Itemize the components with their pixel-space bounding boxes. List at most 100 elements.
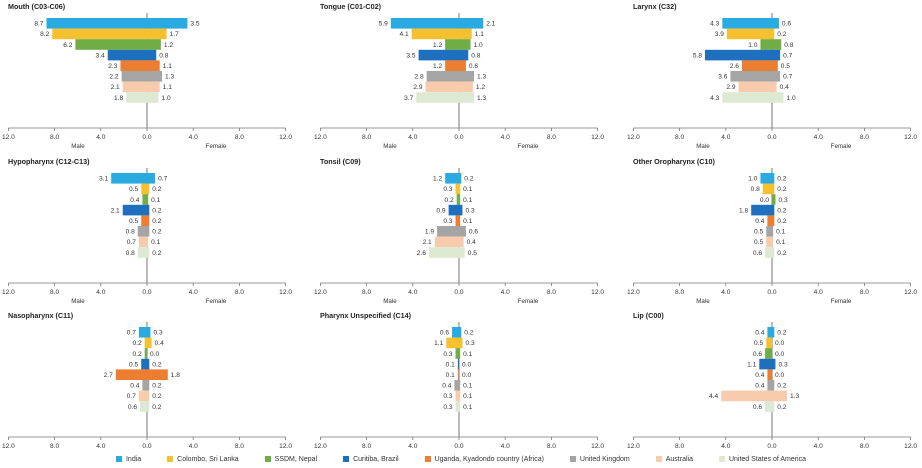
data-label-female: 1.0 [162, 95, 171, 102]
data-label-male: 3.1 [99, 176, 108, 183]
data-label-female: 0.0 [150, 351, 159, 358]
panel-title: Nasopharynx (C11) [8, 311, 74, 320]
x-tick-label: 8.0 [362, 443, 371, 448]
bar-female [772, 39, 782, 50]
data-label-male: 2.1 [111, 207, 120, 214]
legend-swatch [569, 456, 576, 462]
data-label-female: 0.0 [462, 372, 471, 379]
bar-male [142, 380, 147, 391]
bar-female [459, 390, 461, 402]
x-axis-label-male: Male [71, 143, 85, 150]
bar-male [759, 358, 772, 370]
data-label-female: 0.2 [777, 31, 786, 38]
legend-item-australia: Australia [655, 451, 693, 467]
x-tick-label: 8.0 [547, 289, 556, 296]
bar-female [459, 39, 471, 50]
data-label-female: 0.2 [777, 404, 786, 411]
x-tick-label: 8.0 [860, 443, 869, 448]
data-label-male: 1.1 [434, 340, 443, 347]
pyramid-chart-grid: Mouth (C03-C06) 8.7 3.5 8.2 1.7 6.2 1.2 3.4 0.8 2… [2, 2, 917, 448]
x-tick-label: 8.0 [675, 289, 684, 296]
bar-male [418, 49, 459, 61]
bar-male [137, 247, 147, 258]
x-tick-label: 8.0 [235, 443, 244, 448]
x-tick-label: 12.0 [314, 289, 327, 296]
bar-male [138, 390, 147, 402]
bar-male [390, 18, 459, 29]
bar-male [767, 369, 772, 380]
bar-female [459, 380, 461, 391]
data-label-male: 0.4 [130, 197, 139, 204]
x-tick-label: 0.0 [454, 289, 463, 296]
legend-label: Curitiba, Brazil [353, 455, 399, 463]
bar-female [772, 28, 775, 40]
data-label-female: 0.2 [152, 383, 161, 390]
bar-male [122, 204, 147, 216]
legend-swatch [167, 456, 174, 462]
x-tick-label: 4.0 [189, 134, 198, 141]
bar-male [766, 226, 772, 237]
data-label-male: 0.4 [130, 383, 139, 390]
bar-male [455, 348, 459, 359]
bar-male [115, 369, 147, 380]
bar-female [772, 236, 774, 248]
data-label-female: 0.1 [463, 383, 472, 390]
x-tick-label: 4.0 [408, 443, 417, 448]
x-axis-label-female: Female [518, 143, 539, 150]
bar-female [459, 337, 463, 349]
data-label-male: 0.4 [755, 218, 764, 225]
bar-male [434, 236, 459, 248]
data-label-male: 0.6 [753, 250, 762, 257]
data-label-male: 0.8 [751, 186, 760, 193]
bar-female [459, 28, 472, 40]
data-label-female: 0.2 [152, 404, 161, 411]
bar-female [772, 60, 778, 71]
x-tick-label: 4.0 [814, 443, 823, 448]
bar-male [766, 337, 772, 349]
bar-female [459, 204, 463, 216]
data-label-male: 0.6 [128, 404, 137, 411]
x-tick-label: 12.0 [2, 443, 15, 448]
x-tick-label: 4.0 [189, 289, 198, 296]
panel-title: Tonsil (C09) [320, 157, 361, 166]
x-tick-label: 12.0 [627, 289, 640, 296]
data-label-female: 0.0 [775, 340, 784, 347]
bar-female [147, 204, 150, 216]
data-label-male: 0.1 [446, 372, 455, 379]
data-label-female: 0.3 [465, 207, 474, 214]
x-tick-label: 4.0 [408, 134, 417, 141]
bar-male [455, 390, 459, 402]
data-label-female: 0.1 [151, 239, 160, 246]
x-tick-label: 4.0 [96, 289, 105, 296]
bar-male [445, 60, 459, 71]
x-tick-label: 12.0 [279, 289, 292, 296]
data-label-female: 1.3 [477, 95, 486, 102]
data-label-female: 1.7 [170, 31, 179, 38]
legend-item-colombo: Colombo, Sri Lanka [167, 451, 239, 467]
bar-female [147, 401, 150, 412]
data-label-female: 1.0 [474, 42, 483, 49]
data-label-female: 0.8 [159, 52, 168, 59]
data-label-male: 2.2 [109, 74, 118, 81]
bar-male [760, 39, 772, 50]
data-label-female: 0.2 [152, 186, 161, 193]
bar-female [147, 215, 150, 226]
data-label-male: 1.0 [748, 42, 757, 49]
data-label-female: 0.1 [463, 351, 472, 358]
data-label-male: 1.9 [425, 229, 434, 236]
legend-item-uganda: Uganda, Kyadondo country (Africa) [424, 451, 544, 467]
bar-male [741, 60, 772, 71]
bar-female [459, 247, 465, 258]
panel-title: Larynx (C32) [633, 2, 677, 11]
data-label-male: 0.5 [754, 229, 763, 236]
legend-label: SSDM, Nepal [274, 455, 318, 463]
x-tick-label: 4.0 [96, 443, 105, 448]
data-label-female: 0.1 [776, 239, 785, 246]
data-label-female: 0.1 [463, 186, 472, 193]
legend-label: United States of America [728, 455, 807, 463]
x-tick-label: 4.0 [189, 443, 198, 448]
bar-female [147, 390, 150, 402]
data-label-female: 0.8 [784, 42, 793, 49]
bar-female [147, 173, 156, 184]
bar-female [147, 183, 150, 195]
